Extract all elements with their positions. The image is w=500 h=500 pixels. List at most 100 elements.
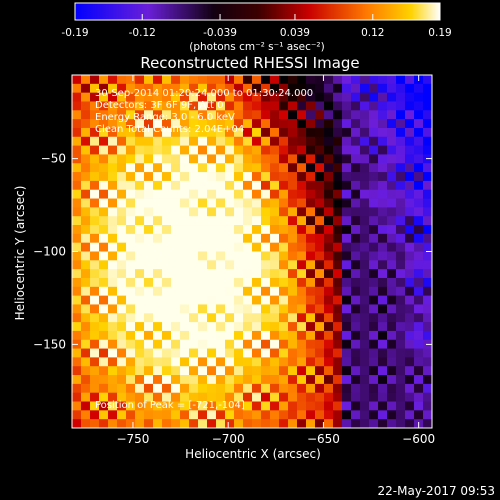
heatmap-cell <box>216 198 226 208</box>
heatmap-cell <box>306 330 316 341</box>
heatmap-cell <box>153 304 163 314</box>
heatmap-cell <box>144 225 154 235</box>
heatmap-cell <box>144 357 154 367</box>
heatmap-cell <box>225 242 235 252</box>
heatmap-cell <box>162 392 172 402</box>
heatmap-cell <box>90 189 100 199</box>
heatmap-cell <box>261 207 271 217</box>
heatmap-cell <box>351 286 361 297</box>
heatmap-cell <box>261 216 271 226</box>
heatmap-cell <box>261 330 271 341</box>
heatmap-cell <box>252 401 262 411</box>
heatmap-cell <box>90 101 100 111</box>
heatmap-cell <box>306 180 316 191</box>
heatmap-cell <box>261 269 271 279</box>
heatmap-cell <box>162 419 172 428</box>
heatmap-cell <box>99 145 109 155</box>
heatmap-cell <box>216 207 226 217</box>
heatmap-cell <box>90 251 100 261</box>
heatmap-cell <box>72 277 82 288</box>
heatmap-cell <box>261 136 271 146</box>
heatmap-cell <box>297 410 307 420</box>
heatmap-cell <box>216 172 226 182</box>
heatmap-cell <box>351 419 361 428</box>
heatmap-cell <box>126 110 136 120</box>
heatmap-cell <box>243 110 253 120</box>
heatmap-cell <box>306 392 316 402</box>
heatmap-cell <box>297 127 307 138</box>
heatmap-cell <box>261 83 271 94</box>
heatmap-cell <box>72 242 82 252</box>
heatmap-cell <box>126 75 136 85</box>
heatmap-cell <box>342 216 352 226</box>
heatmap-cell <box>108 163 118 173</box>
heatmap-cell <box>90 207 100 217</box>
heatmap-cell <box>198 127 208 138</box>
heatmap-cell <box>72 119 82 129</box>
heatmap-cell <box>117 75 127 85</box>
heatmap-cell <box>369 251 379 261</box>
heatmap-cell <box>324 348 334 358</box>
heatmap-cell <box>99 366 109 376</box>
heatmap-cell <box>414 127 424 138</box>
heatmap-cell <box>117 286 127 297</box>
heatmap-cell <box>423 75 432 85</box>
info-line-time: 30-Sep-2014 01:20:24.000 to 01:30:24.000 <box>95 88 313 99</box>
heatmap-cell <box>369 207 379 217</box>
heatmap-cell <box>225 304 235 314</box>
heatmap-cell <box>243 216 253 226</box>
heatmap-cell <box>207 163 217 173</box>
heatmap-cell <box>153 260 163 270</box>
heatmap-cell <box>135 110 145 120</box>
heatmap-cell <box>162 348 172 358</box>
heatmap-cell <box>117 295 127 305</box>
heatmap-cell <box>198 119 208 129</box>
heatmap-cell <box>162 357 172 367</box>
heatmap-cell <box>342 127 352 138</box>
heatmap-cell <box>81 154 91 164</box>
heatmap-cell <box>117 136 127 146</box>
heatmap-cell <box>279 207 289 217</box>
heatmap-cell <box>126 383 136 394</box>
heatmap-cell <box>225 251 235 261</box>
heatmap-cell <box>234 189 244 199</box>
heatmap-cell <box>369 242 379 252</box>
heatmap-cell <box>90 242 100 252</box>
heatmap-cell <box>414 383 424 394</box>
heatmap-cell <box>216 216 226 226</box>
heatmap-cell <box>387 286 397 297</box>
chart-title: Reconstructed RHESSI Image <box>140 54 359 72</box>
heatmap-cell <box>207 269 217 279</box>
heatmap-cell <box>126 225 136 235</box>
heatmap-cell <box>342 383 352 394</box>
heatmap-cell <box>405 339 415 349</box>
heatmap-cell <box>81 313 91 323</box>
heatmap-cell <box>405 260 415 270</box>
heatmap-cell <box>126 101 136 111</box>
heatmap-cell <box>360 207 370 217</box>
heatmap-cell <box>234 119 244 129</box>
heatmap-cell <box>81 83 91 94</box>
heatmap-cell <box>171 251 181 261</box>
heatmap-cell <box>81 242 91 252</box>
heatmap-cell <box>279 322 289 332</box>
heatmap-cell <box>261 172 271 182</box>
heatmap-cell <box>99 136 109 146</box>
heatmap-cell <box>360 366 370 376</box>
heatmap-cell <box>99 180 109 191</box>
heatmap-cell <box>171 92 181 102</box>
heatmap-cell <box>351 145 361 155</box>
heatmap-cell <box>180 207 190 217</box>
heatmap-cell <box>315 251 325 261</box>
heatmap-cell <box>180 172 190 182</box>
heatmap-cell <box>198 357 208 367</box>
heatmap-cell <box>243 322 253 332</box>
heatmap-cell <box>72 260 82 270</box>
heatmap-cell <box>72 330 82 341</box>
heatmap-cell <box>198 366 208 376</box>
heatmap-cell <box>351 154 361 164</box>
heatmap-cell <box>180 348 190 358</box>
heatmap-cell <box>342 207 352 217</box>
heatmap-cell <box>108 198 118 208</box>
heatmap-cell <box>180 286 190 297</box>
